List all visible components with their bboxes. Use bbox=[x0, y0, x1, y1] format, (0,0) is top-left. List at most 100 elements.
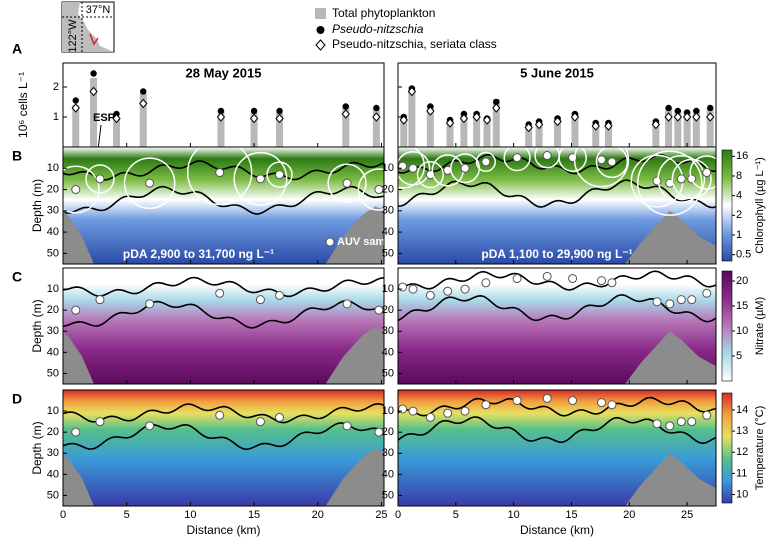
seriata-diamond bbox=[71, 103, 80, 113]
seriata-diamond bbox=[426, 106, 435, 116]
contour-line bbox=[63, 402, 384, 424]
field bbox=[63, 390, 384, 506]
plot-frame bbox=[397, 267, 717, 385]
plot-frame bbox=[397, 146, 717, 265]
auv-sample bbox=[398, 161, 408, 171]
map-track bbox=[89, 33, 99, 46]
panel-label: A bbox=[12, 41, 22, 57]
map-lon: 122°W bbox=[67, 19, 79, 53]
map-inset: 37°N 122°W bbox=[61, 1, 115, 53]
x-tick-label: 15 bbox=[248, 509, 260, 521]
seriata-diamond bbox=[534, 119, 544, 130]
y-axis-label: 10⁶ cells L⁻¹ bbox=[16, 72, 30, 138]
pn-dot bbox=[373, 104, 380, 112]
y-tick-label: 20 bbox=[47, 304, 59, 316]
bar bbox=[683, 111, 691, 147]
seriata-diamond bbox=[372, 112, 381, 122]
auv-sample bbox=[398, 404, 408, 414]
pda-circle bbox=[266, 161, 293, 188]
seriata-diamond bbox=[459, 113, 469, 124]
auv-sample bbox=[542, 271, 552, 281]
auv-sample bbox=[652, 297, 662, 307]
plot-frame bbox=[62, 389, 385, 507]
bar bbox=[571, 112, 579, 147]
bar bbox=[592, 121, 600, 147]
colorbar-tick-label: 2 bbox=[736, 209, 742, 221]
auv-sample bbox=[145, 178, 155, 188]
plot-title: 28 May 2015 bbox=[186, 65, 262, 80]
auv-sample bbox=[342, 178, 352, 188]
pda-circle bbox=[558, 147, 587, 172]
auv-sample bbox=[652, 419, 662, 429]
auv-sample bbox=[607, 400, 617, 410]
auv-sample bbox=[481, 400, 491, 410]
seriata-diamond bbox=[692, 112, 701, 122]
contour-line bbox=[63, 276, 384, 298]
bar bbox=[250, 112, 258, 147]
pda-circle bbox=[398, 150, 431, 186]
seriata-diamond bbox=[275, 113, 284, 124]
pda-circle bbox=[233, 151, 288, 206]
pn-dot bbox=[693, 107, 700, 115]
auv-sample bbox=[665, 299, 675, 309]
auv-sample bbox=[512, 396, 522, 406]
bar bbox=[113, 117, 120, 147]
pda-circle bbox=[671, 158, 712, 200]
x-axis-label: Distance (km) bbox=[520, 523, 594, 537]
bar bbox=[492, 99, 500, 147]
bathymetry bbox=[625, 453, 716, 506]
x-tick-label: 20 bbox=[623, 509, 635, 521]
colorbar-tick-label: 4 bbox=[736, 190, 742, 202]
auv-sample bbox=[702, 410, 712, 420]
y-tick-label: 20 bbox=[382, 426, 394, 438]
x-tick-label: 5 bbox=[453, 509, 459, 521]
esp-pointer bbox=[97, 124, 102, 151]
plot-area bbox=[63, 147, 384, 264]
plot-area bbox=[398, 147, 716, 264]
y-tick-label: 10 bbox=[47, 162, 59, 174]
seriata-diamond bbox=[472, 112, 481, 122]
seriata-diamond bbox=[553, 116, 562, 127]
x-tick-label: 10 bbox=[184, 509, 196, 521]
auv-sample bbox=[481, 278, 491, 288]
colorbar-tick-label: 8 bbox=[736, 170, 742, 182]
x-tick-label: 0 bbox=[395, 509, 401, 521]
auv-sample bbox=[275, 170, 285, 180]
seriata-diamond bbox=[492, 103, 501, 113]
contour-line bbox=[398, 294, 716, 323]
legend-swatch bbox=[316, 26, 325, 34]
y-tick-label: 2 bbox=[53, 81, 59, 93]
contour-line bbox=[398, 416, 716, 445]
auv-sample bbox=[408, 163, 418, 173]
pn-dot bbox=[707, 104, 714, 112]
seriata-diamond bbox=[673, 112, 683, 122]
colorbar-tick-label: 13 bbox=[736, 425, 748, 437]
pn-dot bbox=[665, 104, 672, 112]
auv-sample bbox=[275, 290, 285, 300]
bathymetry bbox=[325, 206, 384, 264]
auv-sample bbox=[512, 153, 522, 163]
bar bbox=[408, 87, 416, 147]
bar bbox=[400, 117, 408, 147]
pn-dot bbox=[140, 88, 147, 95]
y-tick-label: 10 bbox=[382, 162, 394, 174]
x-tick-label: 20 bbox=[312, 509, 324, 521]
colorbar-tick-label: 16 bbox=[736, 150, 748, 162]
colorbar-tick-label: 14 bbox=[736, 404, 748, 416]
contour-line bbox=[398, 179, 716, 209]
y-tick-label: 50 bbox=[382, 489, 394, 501]
seriata-diamond bbox=[524, 122, 533, 133]
seriata-diamond bbox=[89, 86, 98, 97]
bathymetry bbox=[325, 327, 384, 384]
y-tick-label: 40 bbox=[382, 346, 394, 358]
auv-sample bbox=[676, 417, 686, 427]
contour-line bbox=[63, 299, 384, 329]
plot-frame bbox=[397, 389, 717, 507]
colorbar-label: Temperature (°C) bbox=[754, 406, 766, 490]
pda-circle bbox=[636, 150, 703, 216]
plot-area bbox=[71, 70, 381, 147]
auv-sample bbox=[568, 274, 578, 284]
y-axis-label: Depth (m) bbox=[30, 421, 44, 474]
auv-sample bbox=[597, 398, 607, 408]
pda-range: pDA 2,900 to 31,700 ng L⁻¹ bbox=[123, 247, 274, 261]
